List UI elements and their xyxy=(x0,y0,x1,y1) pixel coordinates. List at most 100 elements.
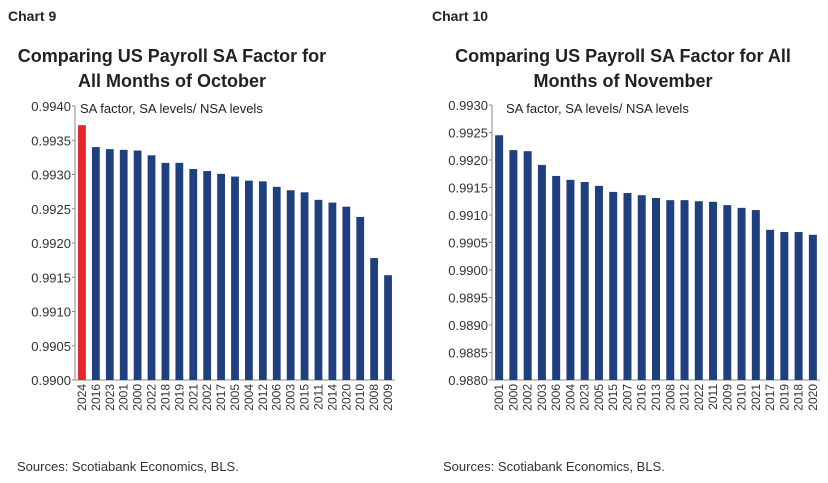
x-tick-label: 2004 xyxy=(242,384,256,411)
bar xyxy=(342,206,351,380)
bar xyxy=(217,173,225,380)
chart-title: Comparing US Payroll SA Factor for xyxy=(18,46,326,66)
x-tick-label: 2008 xyxy=(367,384,381,411)
bar xyxy=(537,164,546,380)
x-tick-label: 2003 xyxy=(284,384,298,411)
x-tick-label: 2015 xyxy=(298,384,312,411)
bar xyxy=(580,182,589,380)
x-tick-label: 2009 xyxy=(720,384,734,411)
x-tick-label: 2024 xyxy=(75,384,89,411)
x-tick-label: 2023 xyxy=(103,384,117,411)
bar xyxy=(91,147,100,380)
bar xyxy=(623,193,632,380)
bar xyxy=(566,179,575,380)
x-tick-label: 2010 xyxy=(735,384,749,411)
bar xyxy=(175,162,184,380)
y-tick-label: 0.9905 xyxy=(31,339,71,354)
bar xyxy=(258,181,267,380)
y-tick-label: 0.9915 xyxy=(448,181,488,196)
x-tick-label: 2006 xyxy=(549,384,563,411)
x-tick-label: 2002 xyxy=(200,384,214,411)
x-tick-label: 2018 xyxy=(158,384,172,411)
chart-title: All Months of October xyxy=(78,71,266,91)
x-tick-label: 2005 xyxy=(592,384,606,411)
bar xyxy=(552,175,561,380)
source: Sources: Scotiabank Economics, BLS. xyxy=(17,459,239,474)
y-tick-label: 0.9905 xyxy=(448,236,488,251)
x-tick-label: 2018 xyxy=(792,384,806,411)
x-tick-label: 2003 xyxy=(535,384,549,411)
y-tick-label: 0.9920 xyxy=(448,153,488,168)
x-tick-label: 2010 xyxy=(353,384,367,411)
bar xyxy=(523,151,532,380)
chart-title: Comparing US Payroll SA Factor for All xyxy=(455,46,791,66)
x-tick-label: 2006 xyxy=(270,384,284,411)
x-tick-label: 2002 xyxy=(521,384,535,411)
x-tick-label: 2016 xyxy=(635,384,649,411)
y-tick-label: 0.9885 xyxy=(448,346,488,361)
y-tick-label: 0.9900 xyxy=(31,373,71,388)
bar xyxy=(203,171,212,380)
bar xyxy=(105,149,114,380)
x-tick-label: 2011 xyxy=(311,384,325,410)
bar xyxy=(133,150,142,380)
x-tick-label: 2007 xyxy=(620,384,634,411)
bar xyxy=(680,200,689,380)
y-tick-label: 0.9930 xyxy=(31,168,71,183)
bar xyxy=(245,180,253,380)
x-tick-label: 2011 xyxy=(706,384,720,410)
x-tick-label: 2012 xyxy=(256,384,270,411)
bar xyxy=(509,150,518,380)
bar xyxy=(300,192,309,380)
x-tick-label: 2020 xyxy=(339,384,353,411)
subtitle: SA factor, SA levels/ NSA levels xyxy=(80,101,263,116)
x-tick-label: 2005 xyxy=(228,384,242,411)
bar xyxy=(231,176,239,380)
x-tick-label: 2021 xyxy=(749,384,763,411)
bar xyxy=(119,149,128,380)
bar xyxy=(794,232,803,380)
x-tick-label: 2000 xyxy=(506,384,520,411)
x-tick-label: 2015 xyxy=(606,384,620,411)
bar xyxy=(78,125,86,381)
bar xyxy=(609,191,618,380)
x-tick-label: 2012 xyxy=(678,384,692,411)
x-tick-label: 2001 xyxy=(117,384,131,411)
source: Sources: Scotiabank Economics, BLS. xyxy=(443,459,665,474)
x-tick-label: 2008 xyxy=(663,384,677,411)
x-tick-label: 2022 xyxy=(692,384,706,411)
chart-label: Chart 10 xyxy=(432,8,488,24)
y-tick-label: 0.9930 xyxy=(448,98,488,113)
x-tick-label: 2000 xyxy=(131,384,145,411)
x-tick-label: 2021 xyxy=(186,384,200,411)
chart-label: Chart 9 xyxy=(8,8,56,24)
y-tick-label: 0.9910 xyxy=(31,305,71,320)
bar xyxy=(384,275,392,380)
y-tick-label: 0.9890 xyxy=(448,318,488,333)
bar xyxy=(495,135,504,380)
bar xyxy=(161,162,170,380)
subtitle: SA factor, SA levels/ NSA levels xyxy=(506,101,689,116)
x-tick-label: 2004 xyxy=(563,384,577,411)
bar xyxy=(594,185,603,380)
bar xyxy=(694,201,703,380)
bar xyxy=(356,216,365,380)
x-tick-label: 2016 xyxy=(89,384,103,411)
x-tick-label: 2023 xyxy=(578,384,592,411)
chart-title: Months of November xyxy=(533,71,712,91)
bar xyxy=(766,229,775,380)
bar xyxy=(328,202,337,380)
x-tick-label: 2009 xyxy=(381,384,395,411)
x-tick-label: 2017 xyxy=(214,384,228,411)
x-tick-label: 2020 xyxy=(806,384,820,411)
bar xyxy=(709,201,718,380)
x-tick-label: 2001 xyxy=(492,384,506,411)
bar xyxy=(666,200,675,380)
y-tick-label: 0.9900 xyxy=(448,263,488,278)
bar xyxy=(272,186,281,380)
y-tick-label: 0.9915 xyxy=(31,270,71,285)
y-tick-label: 0.9920 xyxy=(31,236,71,251)
y-tick-label: 0.9940 xyxy=(31,99,71,114)
bar xyxy=(737,207,746,380)
